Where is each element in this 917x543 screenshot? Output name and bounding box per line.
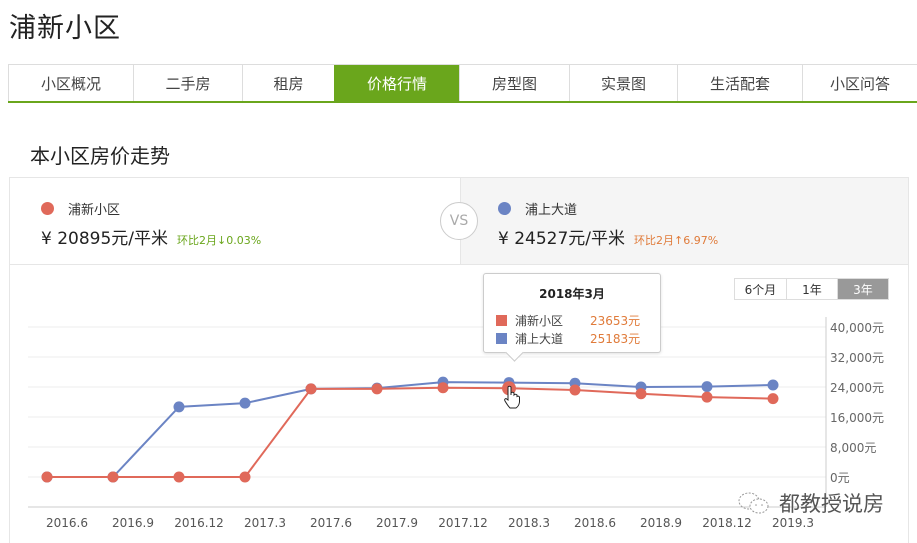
chart-tooltip: 2018年3月 浦新小区 23653元 浦上大道 25183元 [483, 273, 661, 353]
time-range-selector: 6个月 1年 3年 [734, 278, 889, 300]
compare-left-price-row: ¥ 20895元/平米 环比2月↓0.03% [41, 224, 261, 249]
legend-square-icon [496, 333, 507, 344]
vs-badge: VS [440, 202, 478, 240]
x-tick-label: 2016.9 [112, 516, 154, 530]
x-tick-label: 2019.3 [772, 516, 814, 530]
tooltip-series-name: 浦新小区 [515, 314, 564, 328]
section-title: 本小区房价走势 [30, 144, 170, 168]
data-point[interactable] [767, 379, 779, 391]
y-tick-label: 40,000元 [830, 321, 884, 335]
tab-7[interactable]: 小区问答 [802, 65, 917, 101]
tab-1[interactable]: 二手房 [133, 65, 242, 101]
legend-dot-icon [41, 202, 54, 215]
tab-6[interactable]: 生活配套 [677, 65, 802, 101]
data-point[interactable] [437, 382, 449, 394]
series-line [47, 381, 774, 478]
x-tick-label: 2018.9 [640, 516, 682, 530]
compare-right: 浦上大道 ¥ 24527元/平米 环比2月↑6.97% [460, 178, 908, 264]
data-point[interactable] [767, 393, 779, 405]
data-point[interactable] [173, 471, 185, 483]
tooltip-series-name: 浦上大道 [515, 332, 564, 346]
data-point[interactable] [107, 471, 119, 483]
y-tick-label: 16,000元 [830, 411, 884, 425]
nav-tabs: 小区概况 二手房 租房 价格行情 房型图 实景图 生活配套 小区问答 [8, 64, 917, 103]
data-point[interactable] [635, 388, 647, 400]
data-point[interactable] [701, 381, 713, 393]
data-point[interactable] [41, 471, 53, 483]
x-tick-label: 2018.3 [508, 516, 550, 530]
range-button-1[interactable]: 1年 [786, 279, 837, 299]
compare-left: 浦新小区 ¥ 20895元/平米 环比2月↓0.03% [10, 178, 460, 264]
x-tick-label: 2018.12 [702, 516, 752, 530]
tooltip-series-value: 23653元 [590, 314, 641, 328]
range-button-0[interactable]: 6个月 [735, 279, 786, 299]
watermark: 都教授说房 [737, 488, 884, 518]
compare-left-price: ¥ 20895元/平米 [41, 229, 169, 249]
y-tick-label: 0元 [830, 471, 850, 485]
compare-right-name-row: 浦上大道 [498, 199, 577, 218]
x-tick-label: 2017.12 [438, 516, 488, 530]
compare-right-change: 环比2月↑6.97% [634, 234, 719, 247]
watermark-text: 都教授说房 [779, 492, 884, 516]
range-button-2[interactable]: 3年 [837, 279, 888, 299]
tab-3[interactable]: 价格行情 [334, 65, 459, 101]
data-point[interactable] [305, 383, 317, 395]
compare-left-change: 环比2月↓0.03% [177, 234, 262, 247]
x-tick-label: 2016.12 [174, 516, 224, 530]
tooltip-series-value: 25183元 [590, 332, 641, 346]
page-title: 浦新小区 [9, 13, 121, 44]
price-trend-card: 浦新小区 ¥ 20895元/平米 环比2月↓0.03% VS 浦上大道 ¥ 24… [9, 177, 909, 543]
data-point[interactable] [371, 383, 383, 395]
y-tick-label: 24,000元 [830, 381, 884, 395]
compare-right-price: ¥ 24527元/平米 [498, 229, 626, 249]
data-point[interactable] [701, 391, 713, 403]
data-point[interactable] [239, 471, 251, 483]
compare-right-name: 浦上大道 [525, 203, 578, 218]
wechat-icon [738, 492, 769, 514]
tooltip-row: 浦新小区 23653元 [496, 312, 656, 329]
legend-dot-icon [498, 202, 511, 215]
data-point[interactable] [239, 397, 251, 409]
hand-pointer-icon [503, 385, 521, 413]
x-tick-label: 2017.9 [376, 516, 418, 530]
tooltip-row: 浦上大道 25183元 [496, 330, 656, 347]
data-point[interactable] [569, 384, 581, 396]
y-tick-label: 8,000元 [830, 441, 876, 455]
compare-right-price-row: ¥ 24527元/平米 环比2月↑6.97% [498, 224, 718, 249]
data-point[interactable] [173, 401, 185, 413]
x-tick-label: 2017.6 [310, 516, 352, 530]
x-tick-label: 2018.6 [574, 516, 616, 530]
comparison-panel: 浦新小区 ¥ 20895元/平米 环比2月↓0.03% VS 浦上大道 ¥ 24… [10, 178, 908, 265]
tooltip-title: 2018年3月 [539, 287, 605, 301]
x-tick-label: 2016.6 [46, 516, 88, 530]
tab-4[interactable]: 房型图 [459, 65, 569, 101]
tab-0[interactable]: 小区概况 [8, 65, 133, 101]
series-line [47, 386, 774, 478]
compare-left-name-row: 浦新小区 [41, 199, 120, 218]
tab-2[interactable]: 租房 [242, 65, 334, 101]
legend-square-icon [496, 315, 507, 326]
tab-5[interactable]: 实景图 [569, 65, 677, 101]
x-tick-label: 2017.3 [244, 516, 286, 530]
y-tick-label: 32,000元 [830, 351, 884, 365]
compare-left-name: 浦新小区 [68, 203, 121, 218]
